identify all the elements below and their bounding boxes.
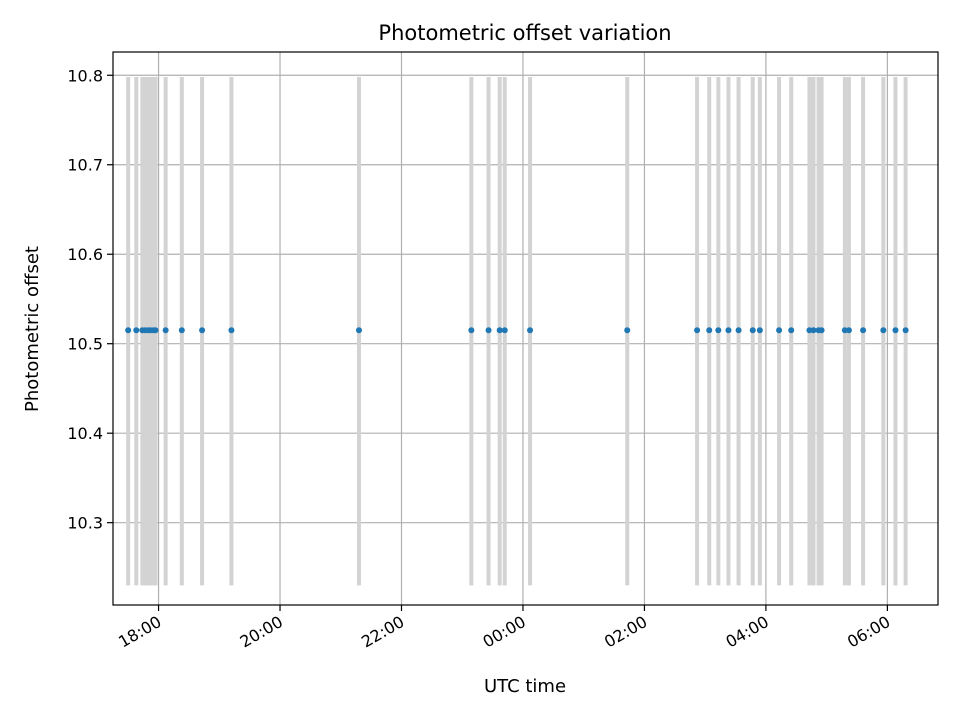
data-point: [776, 327, 783, 334]
plot-frame: [112, 51, 939, 606]
data-point: [501, 327, 508, 334]
data-point: [715, 327, 722, 334]
data-point: [228, 327, 235, 334]
data-point: [788, 327, 795, 334]
data-point: [468, 327, 475, 334]
data-point: [880, 327, 887, 334]
data-point: [162, 327, 169, 334]
data-point: [125, 327, 132, 334]
data-point: [624, 327, 631, 334]
data-point: [860, 327, 867, 334]
data-point: [735, 327, 742, 334]
data-point: [818, 327, 825, 334]
data-point: [810, 327, 817, 334]
data-point: [178, 327, 185, 334]
data-point: [133, 327, 140, 334]
data-point: [892, 327, 899, 334]
gridlines: [113, 52, 938, 605]
y-axis-ticks: 10.3 10.4 10.5 10.6 10.7 10.8: [67, 66, 113, 533]
data-point: [706, 327, 713, 334]
y-tick-label: 10.7: [67, 156, 103, 175]
data-point: [527, 327, 534, 334]
y-tick-label: 10.8: [67, 66, 103, 85]
data-points: [125, 327, 909, 334]
data-point: [902, 327, 909, 334]
data-point: [152, 327, 159, 334]
data-point: [199, 327, 206, 334]
chart-title: Photometric offset variation: [378, 21, 671, 45]
x-axis-label: UTC time: [484, 676, 566, 697]
data-point: [694, 327, 701, 334]
data-point: [496, 327, 503, 334]
data-point: [749, 327, 756, 334]
y-tick-label: 10.4: [67, 424, 103, 443]
data-point: [725, 327, 732, 334]
data-point: [845, 327, 852, 334]
y-axis-label: Photometric offset: [22, 246, 43, 412]
data-point: [355, 327, 362, 334]
y-tick-label: 10.5: [67, 335, 103, 354]
y-tick-label: 10.6: [67, 245, 103, 264]
data-point: [756, 327, 763, 334]
y-tick-label: 10.3: [67, 514, 103, 533]
data-point: [485, 327, 492, 334]
